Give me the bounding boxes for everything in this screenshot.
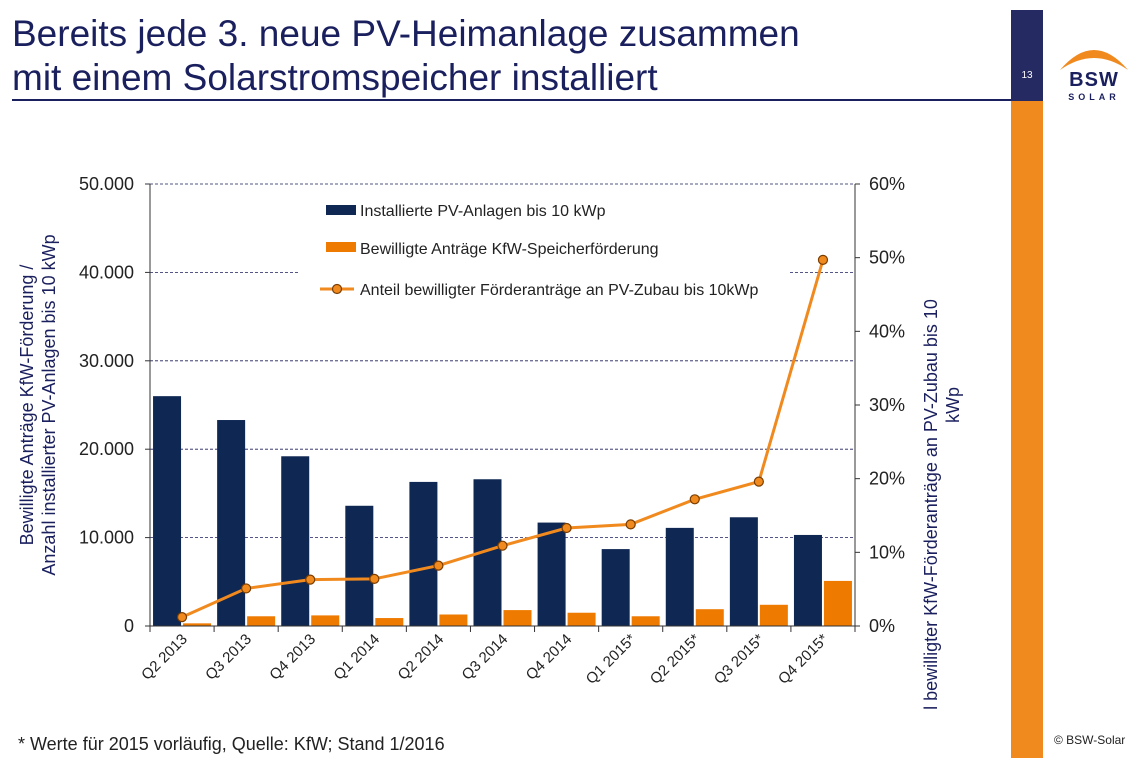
legend-background <box>300 194 790 330</box>
bar-pv-installations <box>537 522 566 626</box>
logo-text-top: BSW <box>1069 69 1119 91</box>
bar-pv-installations <box>153 396 182 626</box>
title-divider <box>12 99 1012 101</box>
page-number: 13 <box>1021 70 1033 81</box>
line-layer <box>176 254 829 623</box>
data-point-share <box>561 522 572 534</box>
legend-swatch-pv <box>326 205 356 215</box>
legend-marker-share <box>331 283 343 295</box>
y-tick-label-left: 50.000 <box>79 174 134 194</box>
bar-pv-installations <box>345 505 374 626</box>
footnote: * Werte für 2015 vorläufig, Quelle: KfW;… <box>18 734 445 754</box>
title-line-1: Bereits jede 3. neue PV-Heimanlage zusam… <box>12 13 800 54</box>
bar-kfw-storage <box>567 612 596 626</box>
y-tick-label-right: 10% <box>869 542 905 562</box>
page-title: Bereits jede 3. neue PV-Heimanlage zusam… <box>12 12 1002 100</box>
y-tick-label-right: 40% <box>869 321 905 341</box>
category-label: Q1 2015* <box>583 631 640 688</box>
bar-kfw-storage <box>183 623 212 626</box>
bar-kfw-storage <box>247 616 276 626</box>
page-number-box: 13 <box>1011 10 1043 101</box>
bar-kfw-storage <box>503 610 532 626</box>
chart: Installierte PV-Anlagen bis 10 kWp Bewill… <box>17 174 963 710</box>
title-line-2: mit einem Solarstromspeicher installiert <box>12 57 658 98</box>
category-label: Q2 2015* <box>647 631 704 688</box>
bar-pv-installations <box>601 549 630 626</box>
legend: Installierte PV-Anlagen bis 10 kWp Bewill… <box>300 194 790 330</box>
y-axis-title-left-line2: Anzahl installierter PV-Anlagen bis 10 k… <box>39 234 59 575</box>
category-label: Q4 2015* <box>775 631 832 688</box>
y-tick-label-right: 60% <box>869 174 905 194</box>
y-tick-label-left: 20.000 <box>79 439 134 459</box>
logo-text-bottom: SOLAR <box>1068 92 1120 102</box>
category-label: Q3 2015* <box>711 631 768 688</box>
y-tick-label-left: 0 <box>124 616 134 636</box>
bar-pv-installations <box>665 527 694 626</box>
bar-kfw-storage <box>823 580 852 626</box>
category-label: Q1 2014 <box>330 631 383 684</box>
data-point-share <box>817 254 829 265</box>
axes-layer <box>145 183 860 632</box>
data-point-share <box>497 540 508 551</box>
y-axis-title-left-line1: Bewilligte Anträge KfW-Förderung / <box>17 265 37 546</box>
y-axis-title-right-line1: Anteil bewilligter KfW-Förderanträge an … <box>921 299 941 710</box>
data-point-share <box>305 574 316 585</box>
legend-label-pv: Installierte PV-Anlagen bis 10 kWp <box>360 203 606 220</box>
y-tick-label-left: 30.000 <box>79 351 134 371</box>
data-point-share <box>369 573 380 584</box>
bar-kfw-storage <box>375 618 404 626</box>
bar-kfw-storage <box>439 614 468 626</box>
bars-layer <box>153 396 852 626</box>
y-tick-label-left: 40.000 <box>79 262 134 282</box>
bsw-solar-logo: BSW SOLAR <box>1060 50 1128 102</box>
category-label: Q3 2013 <box>202 631 255 684</box>
category-label: Q4 2013 <box>266 631 319 684</box>
bar-pv-installations <box>281 456 310 626</box>
bar-kfw-storage <box>311 615 340 626</box>
data-point-share <box>433 560 444 571</box>
y-tick-label-right: 50% <box>869 248 905 268</box>
y-tick-label-right: 20% <box>869 469 905 489</box>
category-label: Q2 2014 <box>395 631 448 684</box>
bar-kfw-storage <box>759 604 788 626</box>
y-tick-label-left: 10.000 <box>79 528 134 548</box>
data-point-share <box>625 519 636 530</box>
data-point-share <box>241 583 252 594</box>
bar-pv-installations <box>409 481 438 626</box>
sun-arc-icon <box>1060 50 1128 70</box>
bar-kfw-storage <box>631 616 660 626</box>
y-axis-title-right-line2: kWp <box>943 387 963 423</box>
legend-label-storage: Bewilligte Anträge KfW-Speicherförderung <box>360 241 659 258</box>
legend-label-share: Anteil bewilligter Förderanträge an PV-Z… <box>360 282 759 299</box>
data-point-share <box>689 494 700 505</box>
bar-kfw-storage <box>695 609 724 626</box>
side-accent-bar <box>1011 101 1043 758</box>
legend-swatch-storage <box>326 242 356 252</box>
category-label: Q3 2014 <box>459 631 512 684</box>
bar-pv-installations <box>729 517 758 626</box>
data-point-share <box>753 476 764 487</box>
data-point-share <box>176 612 188 623</box>
y-tick-label-right: 30% <box>869 395 905 415</box>
category-label: Q4 2014 <box>523 631 576 684</box>
copyright: © BSW-Solar <box>1054 733 1126 747</box>
bar-pv-installations <box>793 534 822 626</box>
y-tick-label-right: 0% <box>869 616 895 636</box>
category-label: Q2 2013 <box>138 631 191 684</box>
